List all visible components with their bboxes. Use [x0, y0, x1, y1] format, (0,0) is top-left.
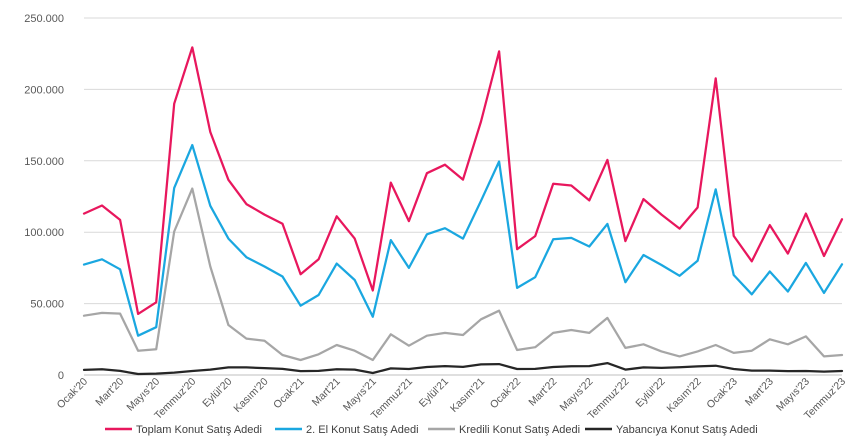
y-tick-label: 100.000 [24, 227, 64, 239]
series-line-1 [82, 46, 844, 316]
y-tick-label: 250.000 [24, 13, 64, 25]
series-line-2 [82, 143, 844, 337]
x-tick-label: Eylül'22 [633, 376, 667, 410]
x-tick-label: Mart'22 [526, 376, 559, 409]
legend-label: Toplam Konut Satış Adedi [136, 424, 262, 436]
y-tick-label: 150.000 [24, 156, 64, 168]
series-line-4 [82, 361, 844, 376]
series-line-3 [82, 187, 844, 362]
x-tick-label: Ocak'21 [271, 376, 307, 412]
x-tick-label: Eylül'20 [200, 376, 234, 410]
x-tick-label: Kasım'22 [665, 376, 704, 415]
legend-label: 2. El Konut Satış Adedi [306, 424, 419, 436]
x-tick-label: Kasım'20 [231, 376, 270, 415]
series-lines [82, 46, 844, 376]
x-tick-label: Mart'23 [743, 376, 776, 409]
y-tick-label: 200.000 [24, 84, 64, 96]
x-tick-label: Mart'20 [93, 376, 126, 409]
x-tick-label: Ocak'22 [488, 376, 524, 412]
y-tick-label: 50.000 [30, 299, 64, 311]
gridlines [84, 17, 842, 305]
x-tick-label: Mart'21 [310, 376, 343, 409]
x-tick-label: Kasım'21 [448, 376, 487, 415]
legend-label: Kredili Konut Satış Adedi [459, 424, 580, 436]
legend: Toplam Konut Satış Adedi 2. El Konut Satı… [105, 424, 758, 436]
legend-label: Yabancıya Konut Satış Adedi [616, 424, 758, 436]
x-tick-label: Eylül'21 [417, 376, 451, 410]
x-tick-label: Ocak'23 [704, 376, 740, 412]
y-axis-ticks: 0 50.000 100.000 150.000 200.000 250.000 [24, 13, 64, 382]
y-tick-label: 0 [58, 370, 64, 382]
